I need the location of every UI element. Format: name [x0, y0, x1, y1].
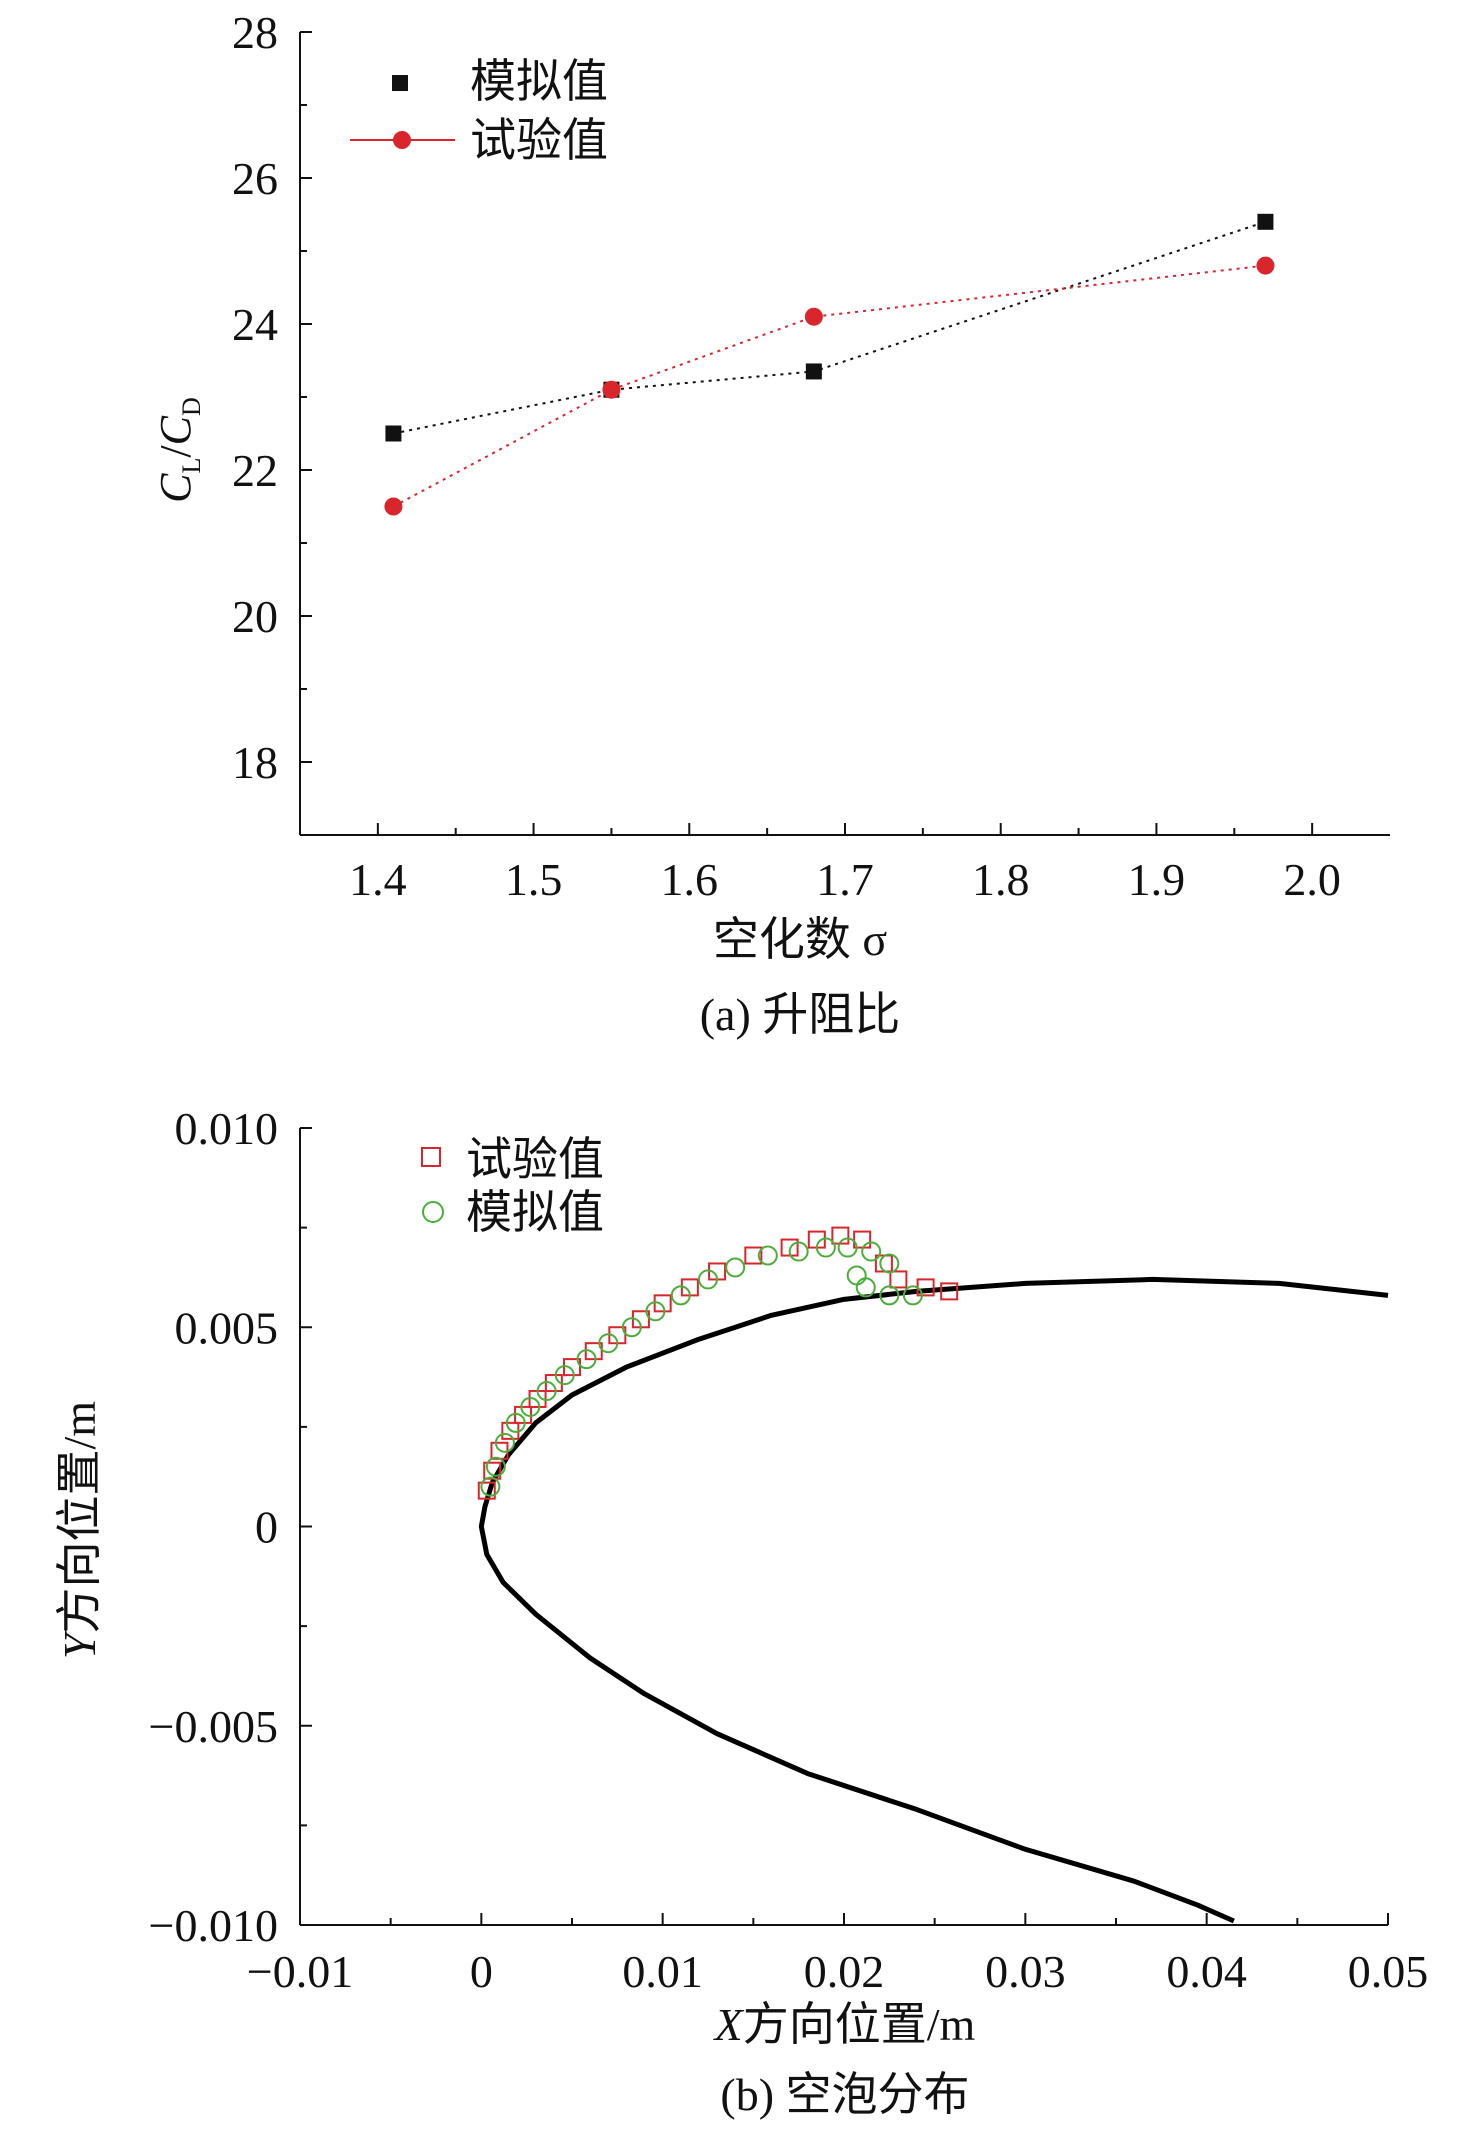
x-tick-label-b: 0.03: [985, 1946, 1066, 1997]
y-axis-label-b: Y方向位置/m: [54, 1401, 105, 1659]
data-point-simulated-b: [480, 1476, 501, 1497]
data-point-simulated-b: [670, 1285, 691, 1306]
data-point-simulated: [385, 425, 402, 442]
data-point-simulated-b: [788, 1241, 809, 1262]
y-label-a-sub-2: D: [177, 397, 206, 416]
data-point-simulated: [805, 363, 822, 380]
y-tick-label-a: 24: [232, 299, 278, 350]
x-tick-label-a: 1.4: [349, 854, 407, 905]
data-point-simulated-b: [846, 1265, 867, 1286]
x-tick-label-a: 2.0: [1283, 854, 1341, 905]
data-point-experimental: [804, 307, 823, 326]
x-label-b-italic: X: [713, 1999, 745, 2050]
data-point-simulated-b: [698, 1269, 718, 1290]
y-tick-labels-a: 18 20 22 24 26 28: [232, 7, 278, 788]
x-tick-label-a: 1.7: [816, 854, 874, 905]
data-point-simulated-b: [837, 1237, 858, 1258]
legend-label-experimental: 试验值: [470, 115, 608, 166]
data-point-experimental-b: [477, 1481, 496, 1500]
y-label-a-sub-1: L: [177, 458, 206, 474]
x-tick-labels-b: −0.01 0 0.01 0.02 0.03 0.04 0.05: [247, 1946, 1428, 1997]
y-tick-label-a: 18: [232, 737, 278, 788]
x-label-b-rest: 方向位置/m: [743, 1999, 976, 2050]
y-tick-label-a: 28: [232, 7, 278, 58]
data-point-simulated-b: [520, 1396, 541, 1417]
axes-a: [299, 31, 1390, 836]
x-tick-label-b: 0.02: [804, 1946, 885, 1997]
caption-b: (b) 空泡分布: [720, 2069, 969, 2120]
data-point-simulated-b: [861, 1241, 882, 1262]
x-tick-label-a: 1.5: [505, 854, 563, 905]
legend-label-simulated-b: 模拟值: [466, 1187, 604, 1238]
data-point-simulated-b: [815, 1237, 836, 1258]
series-line-experimental: [392, 264, 1266, 508]
legend-marker-experimental-b: [421, 1147, 441, 1167]
x-tick-label-b: 0.04: [1166, 1946, 1247, 1997]
legend-marker-experimental: [393, 131, 411, 149]
data-point-simulated-b: [576, 1349, 597, 1370]
data-point-experimental: [384, 497, 403, 516]
y-label-a-main-2: C: [151, 415, 200, 445]
x-tick-label-b: 0.01: [622, 1946, 703, 1997]
data-point-simulated-b: [645, 1301, 666, 1322]
data-point-experimental: [602, 380, 621, 399]
caption-a: (a) 升阻比: [700, 989, 901, 1040]
y-axis-label-a: CL/CD: [151, 397, 206, 503]
data-point-simulated-b: [536, 1381, 557, 1402]
y-tick-label-b: −0.005: [149, 1701, 278, 1752]
x-tick-labels-a: 1.4 1.5 1.6 1.7 1.8 1.9 2.0: [349, 854, 1341, 905]
data-point-simulated-b: [902, 1285, 923, 1306]
y-tick-label-b: −0.010: [149, 1900, 278, 1951]
y-label-b-rest: 方向位置/m: [54, 1401, 105, 1634]
y-tick-label-b: 0.010: [175, 1103, 279, 1154]
y-label-b-italic: Y: [54, 1629, 105, 1659]
legend-a: 模拟值 试验值: [350, 56, 608, 166]
plot-area-b: [477, 1226, 1389, 1924]
data-point-simulated-b: [879, 1253, 900, 1274]
x-axis-label-a: 空化数 σ: [713, 914, 888, 965]
data-point-simulated-b: [554, 1365, 575, 1386]
data-point-experimental-b: [889, 1270, 908, 1289]
x-tick-label-a: 1.6: [661, 854, 719, 905]
data-point-simulated-b: [855, 1277, 876, 1298]
x-tick-label-b: 0: [470, 1946, 493, 1997]
legend-label-experimental-b: 试验值: [466, 1134, 604, 1185]
plot-area-a: [384, 213, 1275, 516]
y-tick-labels-b: −0.010 −0.005 0 0.005 0.010: [149, 1103, 278, 1951]
y-tick-label-b: 0: [255, 1502, 278, 1553]
x-tick-label-a: 1.8: [972, 854, 1030, 905]
data-point-simulated-b: [757, 1245, 778, 1266]
data-point-experimental: [1256, 256, 1275, 275]
legend-marker-simulated-b: [422, 1201, 444, 1223]
series-line-simulated: [393, 220, 1266, 435]
chart-lift-drag-ratio: 1.4 1.5 1.6 1.7 1.8 1.9 2.0 18 20 22 24 26 28 模拟值 试…: [151, 7, 1390, 1040]
hydrofoil-profile-line: [478, 1276, 1389, 1924]
data-point-simulated-b: [485, 1456, 506, 1477]
data-point-experimental-b: [940, 1282, 959, 1301]
x-tick-label-b: 0.05: [1348, 1946, 1429, 1997]
legend-b: 试验值 模拟值: [421, 1134, 604, 1238]
legend-label-simulated: 模拟值: [470, 56, 608, 107]
chart-cavity-distribution: −0.01 0 0.01 0.02 0.03 0.04 0.05 −0.010−0.0050…: [54, 1103, 1428, 2120]
data-point-simulated-b: [879, 1285, 900, 1306]
y-tick-label-b: 0.005: [175, 1302, 279, 1353]
y-label-a-main-1: C: [151, 473, 200, 503]
legend-marker-simulated: [392, 75, 408, 91]
y-label-a-slash: /: [151, 445, 200, 458]
y-tick-label-a: 20: [232, 591, 278, 642]
axes-b: [299, 1127, 1389, 1926]
x-axis-label-b: X方向位置/m: [713, 1999, 976, 2050]
data-point-simulated-b: [505, 1412, 526, 1433]
y-tick-label-a: 22: [232, 445, 278, 496]
data-point-experimental-b: [744, 1246, 763, 1265]
y-tick-label-a: 26: [232, 153, 278, 204]
data-point-simulated: [1257, 213, 1274, 230]
data-point-simulated-b: [621, 1317, 642, 1338]
data-point-simulated-b: [598, 1333, 619, 1354]
data-point-simulated-b: [494, 1432, 515, 1453]
data-point-simulated-b: [725, 1257, 746, 1278]
x-tick-label-a: 1.9: [1128, 854, 1186, 905]
x-tick-label-b: −0.01: [247, 1946, 353, 1997]
